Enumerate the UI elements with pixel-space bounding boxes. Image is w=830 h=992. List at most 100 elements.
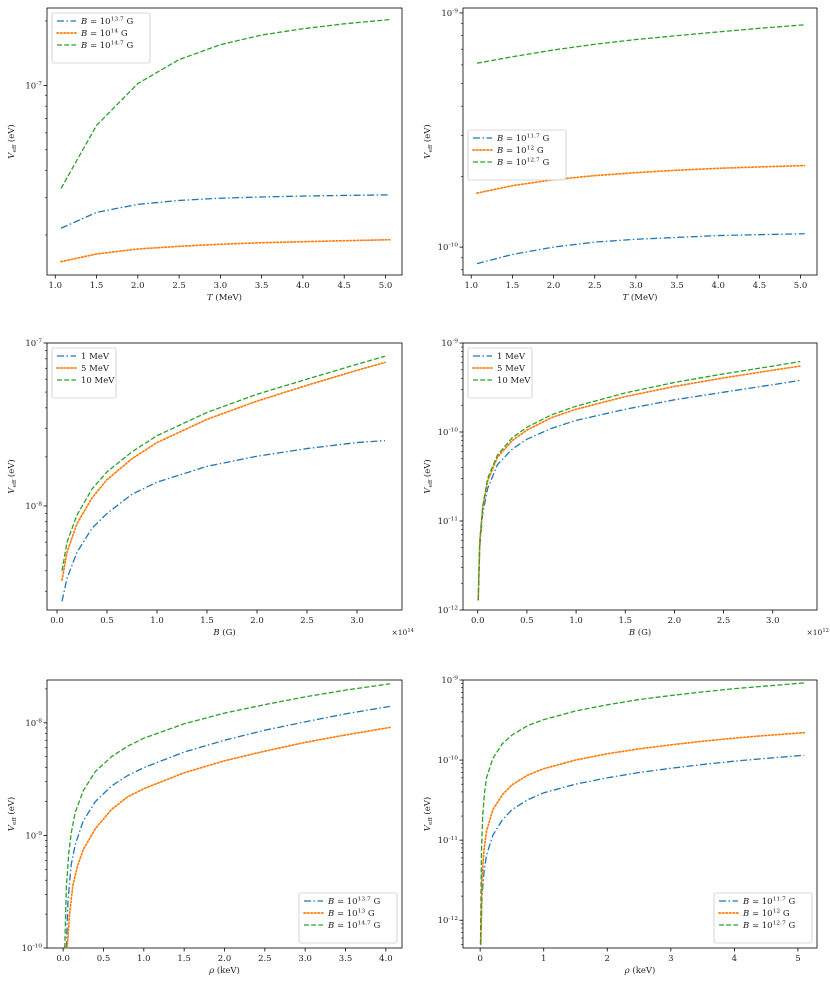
legend-entry: 1 MeV (497, 352, 526, 362)
x-tick-label: 3.0 (766, 616, 780, 626)
y-axis-label: Veff​ (eV) (422, 124, 434, 158)
y-tick-label: 10-7​ (25, 80, 42, 91)
series-line-1 (66, 726, 391, 949)
series-line-1 (476, 164, 806, 194)
chart-1: 1.0 1.5 2.0 2.5 3.0 3.5 4.0 4.5 5.0 10-9​ 10-10​ T … (422, 7, 818, 303)
x-tick-label: 5 (795, 954, 800, 964)
x-tick-label: 2.5 (300, 616, 314, 626)
y-tick-label: 10-8​ (25, 501, 42, 512)
x-axis-label: B (G) (212, 627, 235, 638)
chart-5: 0 1 2 3 4 5 10-9​ 10-10​ 10-11​ 10-12​ ρ (keV) Veff… (422, 675, 818, 976)
chart-2: 0.0 0.5 1.0 1.5 2.0 2.5 3.0 10-7​ 10-8​ B (G) Veff… (6, 338, 415, 638)
legend-box (467, 347, 533, 399)
y-tick-label: 10-12​ (438, 605, 459, 616)
x-tick-label: 2.0 (131, 281, 145, 291)
legend-entry: B = 1013.7​ G (327, 896, 381, 907)
chart-panel-1: 1.0 1.5 2.0 2.5 3.0 3.5 4.0 4.5 5.0 10-9​ 10-10​ T … (415, 0, 830, 315)
y-tick-label: 10-9​ (25, 830, 42, 841)
legend: B = 1013.7​ GB = 1014​ GB = 1014.7​ G (51, 12, 151, 64)
x-axis-label: ρ (keV) (208, 965, 240, 976)
x-tick-label: 0.0 (50, 616, 64, 626)
series-line-0 (477, 379, 801, 600)
series-line-0 (65, 705, 391, 949)
x-tick-label: 1.5 (90, 281, 104, 291)
legend-box (713, 892, 813, 944)
x-tick-label: 4.0 (296, 281, 310, 291)
legend-entry: B = 1014​ G (80, 28, 128, 39)
y-tick-label: 10-9​ (441, 675, 458, 686)
x-axis-label: T (MeV) (623, 292, 658, 303)
series-line-2 (61, 355, 386, 571)
chart-3: 0.0 0.5 1.0 1.5 2.0 2.5 3.0 10-9​ 10-10​ 10-11​ 10… (422, 338, 829, 638)
x-tick-label: 3.5 (339, 954, 353, 964)
x-tick-label: 2.5 (172, 281, 186, 291)
x-tick-label: 1.0 (464, 281, 478, 291)
plot-frame (462, 7, 818, 276)
x-tick-label: 3.0 (214, 281, 228, 291)
x-tick-label: 0.0 (471, 616, 485, 626)
series-line-1 (60, 238, 391, 263)
x-tick-label: 3.0 (298, 954, 312, 964)
legend-box (51, 347, 117, 399)
legend-entry: B = 1011.7​ G (742, 896, 796, 907)
series-line-0 (480, 754, 805, 945)
legend-entry: B = 1012​ G (742, 908, 790, 919)
legend-entry: 5 MeV (497, 364, 526, 374)
legend-entry: 10 MeV (497, 376, 531, 386)
x-tick-label: 2.0 (547, 281, 561, 291)
plot-frame (462, 679, 818, 949)
plot-frame (462, 342, 818, 611)
series-line-2 (477, 360, 801, 600)
legend: B = 1011.7​ GB = 1012​ GB = 1012.7​ G (467, 129, 567, 181)
x-tick-label: 2.5 (717, 616, 731, 626)
chart-panel-3: 0.0 0.5 1.0 1.5 2.0 2.5 3.0 10-9​ 10-10​ 10-11​ 10… (415, 335, 830, 650)
legend-entry: B = 1012​ G (496, 145, 544, 156)
legend-entry: B = 1012.7​ G (742, 920, 796, 931)
series-line-2 (64, 683, 390, 949)
legend-entry: B = 1013.7​ G (80, 16, 134, 27)
legend-entry: B = 1011.7​ G (496, 133, 550, 144)
x-offset-multiplier: ×1012​ (806, 628, 829, 637)
legend-entry: B = 1014.7​ G (327, 920, 381, 931)
x-tick-label: 4.5 (337, 281, 351, 291)
x-tick-label: 2.5 (588, 281, 602, 291)
legend-box (298, 892, 398, 944)
x-tick-label: 1 (541, 954, 546, 964)
x-tick-label: 4.5 (753, 281, 767, 291)
y-axis-label: Veff​ (eV) (6, 459, 18, 493)
x-tick-label: 3.0 (629, 281, 643, 291)
chart-panel-2: 0.0 0.5 1.0 1.5 2.0 2.5 3.0 10-7​ 10-8​ B (G) Veff… (0, 335, 415, 650)
y-tick-label: 10-9​ (441, 8, 458, 19)
x-tick-label: 1.0 (48, 281, 62, 291)
chart-panel-4: 0.0 0.5 1.0 1.5 2.0 2.5 3.0 3.5 4.0 10-8​ 10-9​ 10-… (0, 670, 415, 988)
y-axis-label: Veff​ (eV) (422, 797, 434, 831)
x-tick-label: 0 (477, 954, 482, 964)
y-tick-label: 10-9​ (441, 338, 458, 349)
y-axis-label: Veff​ (eV) (6, 124, 18, 158)
legend: 1 MeV 5 MeV 10 MeV (467, 347, 533, 399)
x-offset-multiplier: ×1014​ (391, 628, 414, 637)
y-tick-label: 10-10​ (438, 755, 459, 766)
y-axis-label: Veff​ (eV) (6, 797, 18, 831)
series-line-2 (479, 682, 805, 945)
x-tick-label: 0.5 (97, 954, 111, 964)
y-tick-label: 10-12​ (438, 915, 459, 926)
x-tick-label: 5.0 (379, 281, 393, 291)
series-line-1 (479, 731, 806, 946)
x-tick-label: 2.0 (218, 954, 232, 964)
y-tick-label: 10-8​ (25, 717, 42, 728)
x-tick-label: 1.5 (200, 616, 214, 626)
series-line-1 (477, 365, 802, 601)
series-line-0 (60, 194, 390, 229)
x-axis-label: B (G) (628, 627, 651, 638)
x-tick-label: 2.0 (668, 616, 682, 626)
plot-frame (46, 342, 403, 611)
x-tick-label: 0.5 (520, 616, 534, 626)
y-tick-label: 10-11​ (438, 835, 458, 846)
x-tick-label: 3.0 (350, 616, 364, 626)
x-axis-label: ρ (keV) (624, 965, 656, 976)
x-tick-label: 2.0 (250, 616, 264, 626)
y-tick-label: 10-7​ (25, 338, 42, 349)
chart-panel-5: 0 1 2 3 4 5 10-9​ 10-10​ 10-11​ 10-12​ ρ (keV) Veff… (415, 670, 830, 988)
legend-entry: 5 MeV (81, 364, 110, 374)
